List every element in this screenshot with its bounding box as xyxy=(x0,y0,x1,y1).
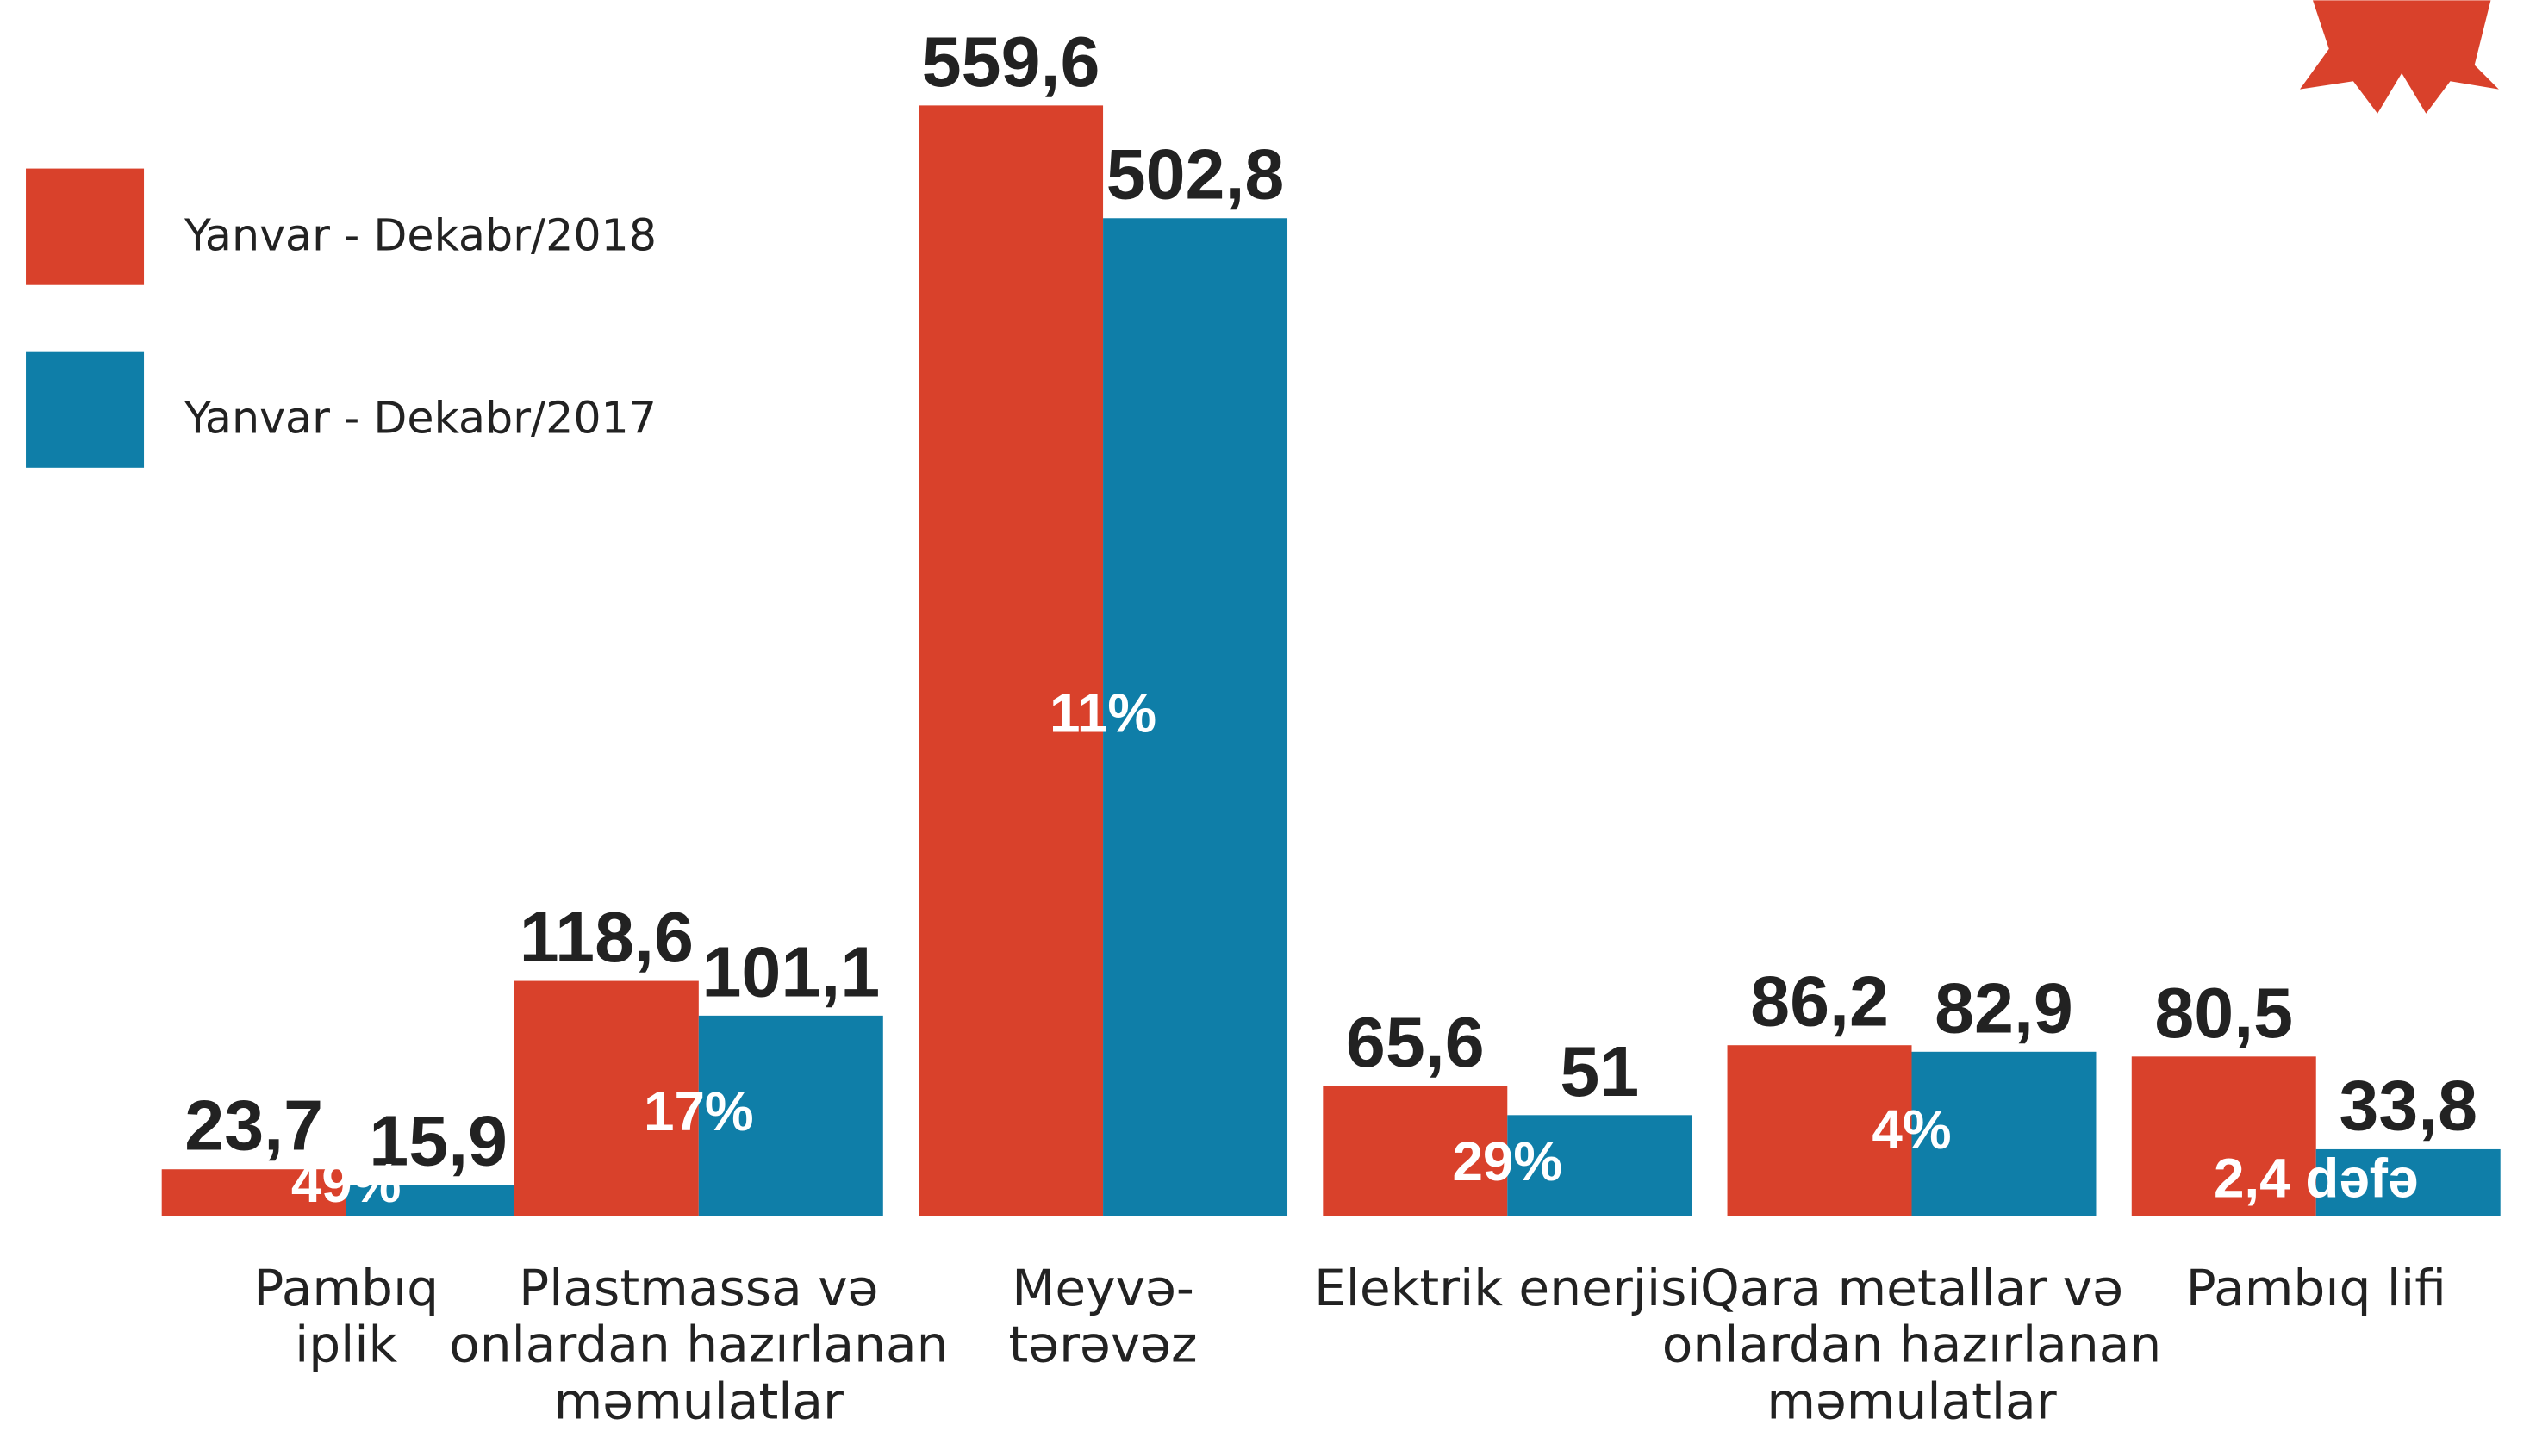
change-label: 11% xyxy=(1050,681,1156,744)
legend-swatch xyxy=(26,351,145,468)
change-label: 2,4 dəfə xyxy=(2214,1148,2419,1210)
value-label: 82,9 xyxy=(1935,968,2073,1048)
value-label: 559,6 xyxy=(922,22,1100,102)
legend-label: Yanvar - Dekabr/2018 xyxy=(184,209,657,260)
legend-label: Yanvar - Dekabr/2017 xyxy=(184,392,657,443)
bar xyxy=(1323,1086,1508,1216)
value-label: 86,2 xyxy=(1750,962,1889,1042)
bar xyxy=(1507,1115,1692,1216)
value-label: 65,6 xyxy=(1346,1003,1485,1082)
value-label: 15,9 xyxy=(369,1102,508,1181)
value-label: 101,1 xyxy=(701,932,880,1011)
category-label: Elektrik enerjisi xyxy=(1314,1259,1701,1317)
category-label: Pambıq lifi xyxy=(2186,1259,2446,1317)
bar xyxy=(1727,1045,1912,1216)
bar xyxy=(919,105,1104,1216)
value-label: 51 xyxy=(1560,1032,1639,1111)
change-label: 49% xyxy=(291,1152,402,1214)
bar xyxy=(2131,1056,2316,1216)
badge-icon xyxy=(2299,0,2499,114)
value-label: 502,8 xyxy=(1106,135,1285,215)
legend-swatch xyxy=(26,168,145,285)
bar xyxy=(346,1185,531,1216)
category-label: Qara metallar və onlardan hazırlanan məmul… xyxy=(1662,1259,2161,1430)
change-label: 4% xyxy=(1872,1098,1951,1160)
bar xyxy=(698,1015,883,1216)
category-label: Meyvə-tərəvəz xyxy=(1009,1259,1198,1374)
bar xyxy=(2315,1148,2501,1216)
value-label: 80,5 xyxy=(2154,974,2293,1053)
category-label: Pambıq iplik xyxy=(253,1259,439,1374)
category-label: Plastmassa və onlardan hazırlanan məmulatl… xyxy=(449,1259,948,1430)
value-label: 23,7 xyxy=(184,1086,323,1166)
value-label: 118,6 xyxy=(520,898,694,977)
bar xyxy=(514,980,699,1216)
change-label: 29% xyxy=(1452,1130,1562,1192)
bar xyxy=(1103,218,1288,1216)
value-label: 33,8 xyxy=(2339,1066,2477,1145)
bar xyxy=(161,1169,346,1216)
change-label: 17% xyxy=(644,1080,754,1142)
bar xyxy=(1911,1051,2097,1216)
